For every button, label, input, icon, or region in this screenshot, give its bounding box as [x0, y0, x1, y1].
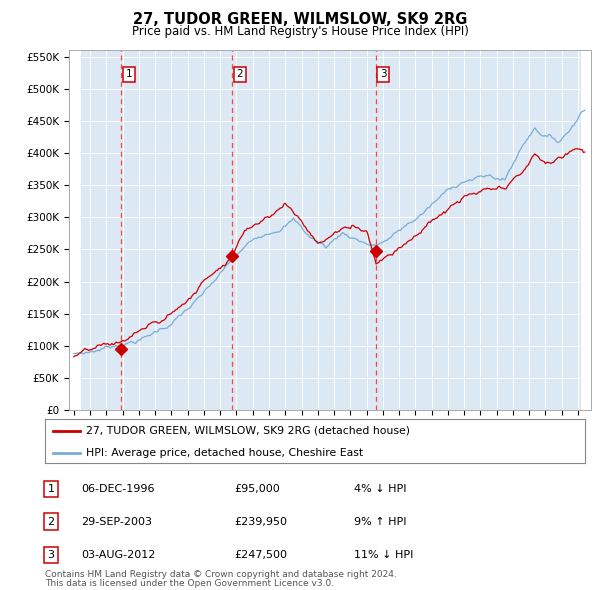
Text: £247,500: £247,500 [234, 550, 287, 560]
Text: 3: 3 [47, 550, 55, 560]
Text: This data is licensed under the Open Government Licence v3.0.: This data is licensed under the Open Gov… [45, 579, 334, 588]
Text: 1: 1 [47, 484, 55, 494]
Text: 27, TUDOR GREEN, WILMSLOW, SK9 2RG: 27, TUDOR GREEN, WILMSLOW, SK9 2RG [133, 12, 467, 27]
Text: 29-SEP-2003: 29-SEP-2003 [81, 517, 152, 526]
Text: 06-DEC-1996: 06-DEC-1996 [81, 484, 155, 494]
Text: 27, TUDOR GREEN, WILMSLOW, SK9 2RG (detached house): 27, TUDOR GREEN, WILMSLOW, SK9 2RG (deta… [86, 426, 409, 436]
Text: Contains HM Land Registry data © Crown copyright and database right 2024.: Contains HM Land Registry data © Crown c… [45, 571, 397, 579]
Text: £239,950: £239,950 [234, 517, 287, 526]
Text: £95,000: £95,000 [234, 484, 280, 494]
Text: 4% ↓ HPI: 4% ↓ HPI [354, 484, 407, 494]
Text: 2: 2 [236, 70, 243, 80]
Text: 2: 2 [47, 517, 55, 526]
Text: 3: 3 [380, 70, 387, 80]
Text: 11% ↓ HPI: 11% ↓ HPI [354, 550, 413, 560]
Text: Price paid vs. HM Land Registry's House Price Index (HPI): Price paid vs. HM Land Registry's House … [131, 25, 469, 38]
Text: 03-AUG-2012: 03-AUG-2012 [81, 550, 155, 560]
Text: HPI: Average price, detached house, Cheshire East: HPI: Average price, detached house, Ches… [86, 448, 362, 458]
Text: 1: 1 [125, 70, 132, 80]
Text: 9% ↑ HPI: 9% ↑ HPI [354, 517, 407, 526]
